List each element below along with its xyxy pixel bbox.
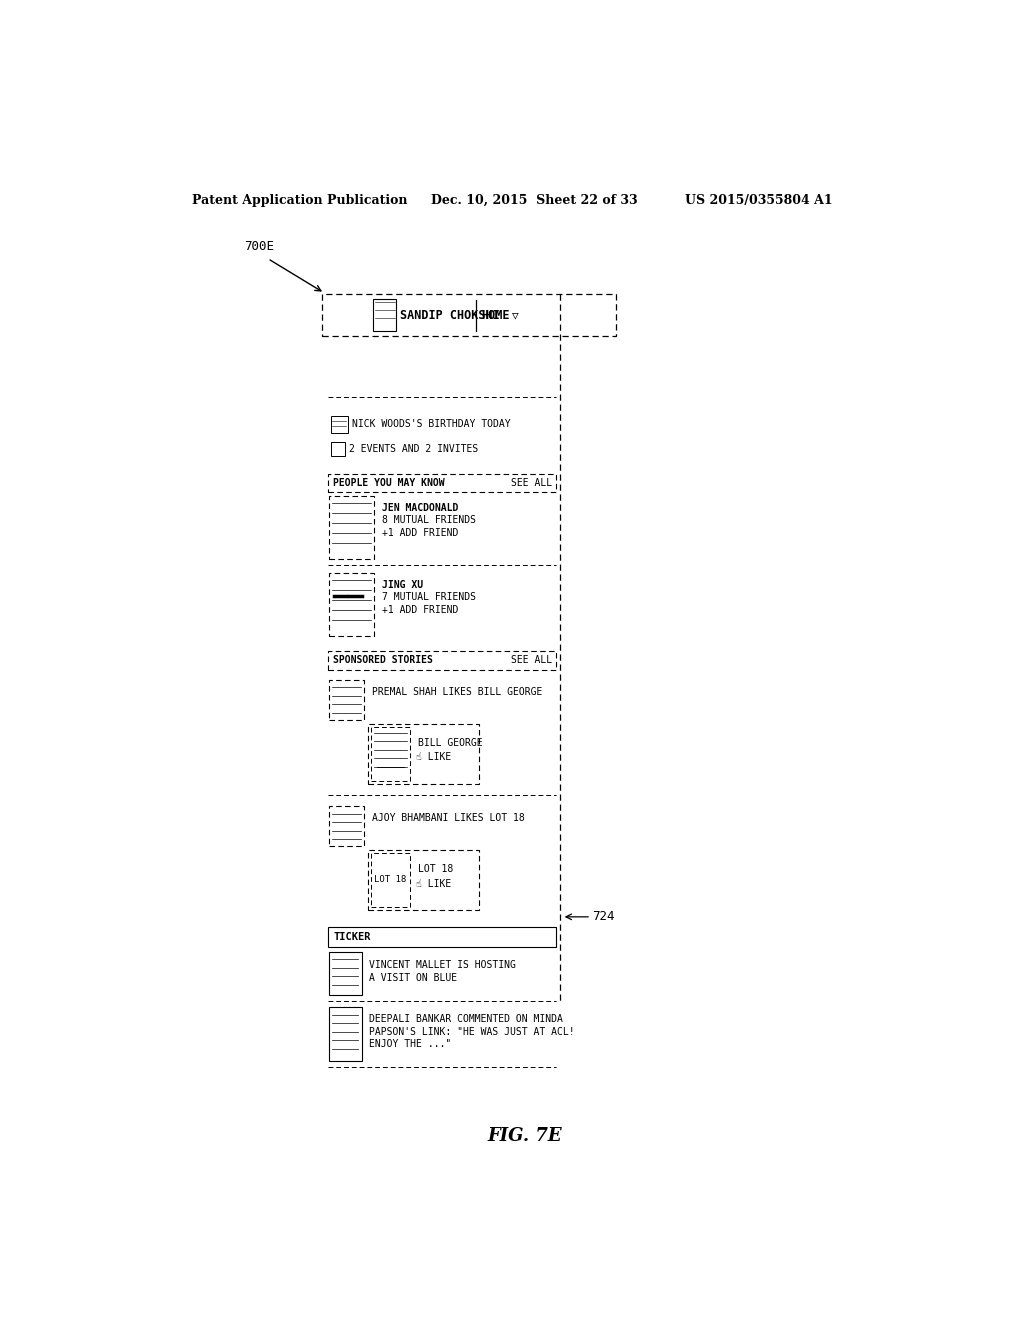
Bar [322,294,615,335]
Text: 700E: 700E [245,240,274,253]
Text: +1 ADD FRIEND: +1 ADD FRIEND [382,528,458,537]
Text: DEEPALI BANKAR COMMENTED ON MINDA: DEEPALI BANKAR COMMENTED ON MINDA [370,1014,563,1024]
Text: JEN MACDONALD: JEN MACDONALD [382,503,458,513]
Text: LOT 18: LOT 18 [418,865,453,874]
Bar [368,723,479,784]
Text: ☝ LIKE: ☝ LIKE [416,879,452,888]
Text: PEOPLE YOU MAY KNOW: PEOPLE YOU MAY KNOW [333,478,444,487]
Text: PREMAL SHAH LIKES BILL GEORGE: PREMAL SHAH LIKES BILL GEORGE [372,686,542,697]
Bar [331,416,348,433]
Text: ENJOY THE ...": ENJOY THE ..." [370,1039,452,1049]
Text: +1 ADD FRIEND: +1 ADD FRIEND [382,605,458,615]
Text: US 2015/0355804 A1: US 2015/0355804 A1 [685,194,833,207]
Text: 2 EVENTS AND 2 INVITES: 2 EVENTS AND 2 INVITES [349,444,478,454]
Bar [328,474,556,492]
Text: 724: 724 [593,911,615,924]
Text: LOT 18: LOT 18 [374,875,407,884]
Text: FIG. 7E: FIG. 7E [487,1127,562,1146]
Text: NICK WOODS'S BIRTHDAY TODAY: NICK WOODS'S BIRTHDAY TODAY [351,418,510,429]
Text: JING XU: JING XU [382,579,423,590]
Bar [328,927,556,946]
Text: VINCENT MALLET IS HOSTING: VINCENT MALLET IS HOSTING [370,961,516,970]
Bar [330,496,374,558]
Text: 8 MUTUAL FRIENDS: 8 MUTUAL FRIENDS [382,515,475,525]
Text: PAPSON'S LINK: "HE WAS JUST AT ACL!: PAPSON'S LINK: "HE WAS JUST AT ACL! [370,1027,574,1036]
Text: SEE ALL: SEE ALL [511,478,553,487]
Text: SEE ALL: SEE ALL [511,656,553,665]
Text: SPONSORED STORIES: SPONSORED STORIES [333,656,433,665]
Text: ☝ LIKE: ☝ LIKE [416,752,452,763]
Text: BILL GEORGE: BILL GEORGE [418,738,482,748]
Bar [330,807,364,846]
Text: AJOY BHAMBANI LIKES LOT 18: AJOY BHAMBANI LIKES LOT 18 [372,813,524,824]
Text: SANDIP CHOKSHI: SANDIP CHOKSHI [400,309,500,322]
Text: 7 MUTUAL FRIENDS: 7 MUTUAL FRIENDS [382,593,475,602]
Bar [371,726,410,780]
Bar [368,850,479,909]
Bar [371,853,410,907]
Text: TICKER: TICKER [333,932,371,942]
Bar [330,1007,361,1061]
Bar [330,952,361,995]
Bar [331,442,345,457]
Text: A VISIT ON BLUE: A VISIT ON BLUE [370,973,458,982]
Text: ▽: ▽ [512,310,518,321]
Bar [330,680,364,719]
Bar [330,573,374,636]
Bar [328,651,556,671]
Text: HOME: HOME [481,309,509,322]
Text: Patent Application Publication: Patent Application Publication [193,194,408,207]
Text: Dec. 10, 2015  Sheet 22 of 33: Dec. 10, 2015 Sheet 22 of 33 [431,194,638,207]
Bar [373,298,396,331]
